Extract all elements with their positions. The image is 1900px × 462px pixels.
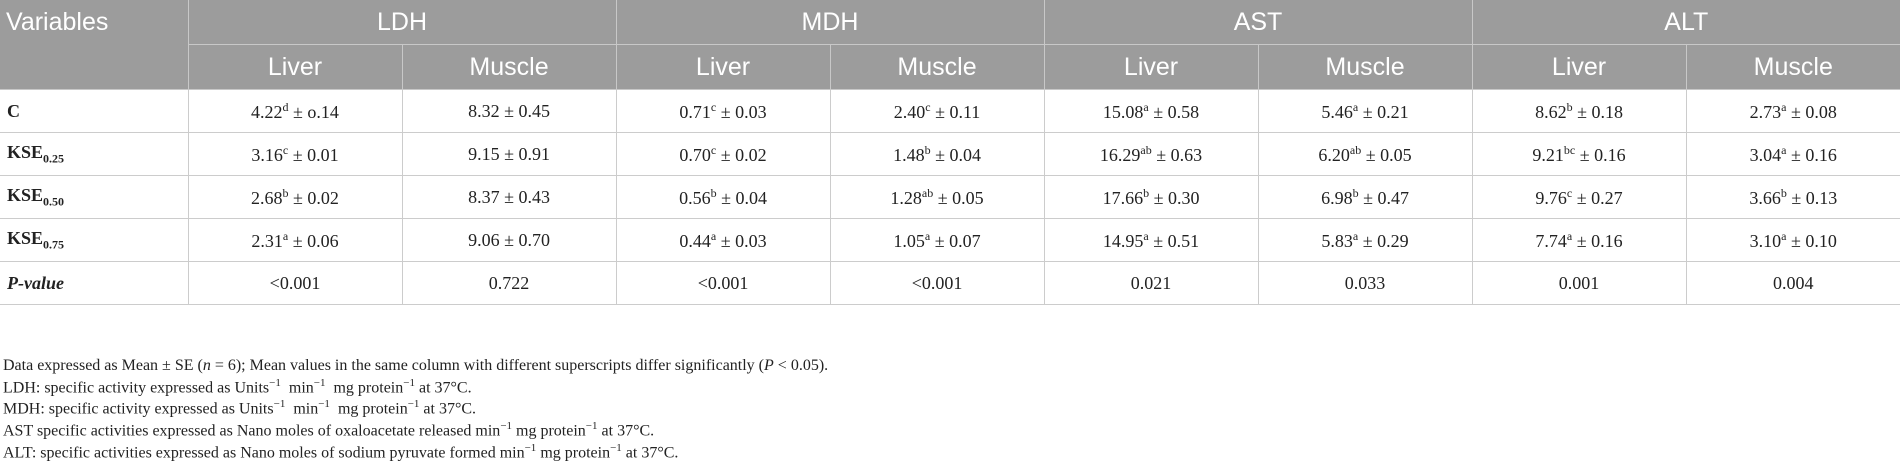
table-row: KSE0.75 2.31a ± 0.06 9.06 ± 0.70 0.44a ± 0.… <box>0 218 1900 262</box>
footnote-data-expression: Data expressed as Mean ± SE (n = 6); Mea… <box>3 357 829 374</box>
group-header-mdh: MDH <box>616 0 1045 45</box>
cell-mdh-muscle: <0.001 <box>830 261 1045 305</box>
cell-alt-muscle: 3.04a ± 0.16 <box>1686 132 1900 176</box>
cell-alt-muscle: 0.004 <box>1686 261 1900 305</box>
row-label: KSE0.75 <box>0 218 189 262</box>
cell-ast-liver: 17.66b ± 0.30 <box>1044 175 1259 219</box>
cell-mdh-muscle: 1.05a ± 0.07 <box>830 218 1045 262</box>
table-body: C 4.22d ± o.14 8.32 ± 0.45 0.71c ± 0.03 2.40… <box>0 89 1900 305</box>
cell-mdh-liver: 0.70c ± 0.02 <box>616 132 831 176</box>
cell-mdh-liver: 0.71c ± 0.03 <box>616 89 831 133</box>
subheader-ldh-muscle: Muscle <box>402 44 617 90</box>
cell-mdh-muscle: 1.28ab ± 0.05 <box>830 175 1045 219</box>
group-header-alt: ALT <box>1472 0 1900 45</box>
cell-mdh-liver: <0.001 <box>616 261 831 305</box>
footnote-ast: AST specific activities expressed as Nan… <box>3 420 655 440</box>
subheader-mdh-muscle: Muscle <box>830 44 1045 90</box>
footnote-mdh: MDH: specific activity expressed as Unit… <box>3 398 477 418</box>
cell-alt-muscle: 2.73a ± 0.08 <box>1686 89 1900 133</box>
cell-ldh-muscle: 8.37 ± 0.43 <box>402 175 617 219</box>
cell-ast-liver: 0.021 <box>1044 261 1259 305</box>
cell-ldh-muscle: 0.722 <box>402 261 617 305</box>
row-label: P-value <box>0 261 189 305</box>
subheader-ast-liver: Liver <box>1044 44 1259 90</box>
table-row: P-value <0.001 0.722 <0.001 <0.001 0.021 0.033… <box>0 261 1900 305</box>
cell-alt-liver: 7.74a ± 0.16 <box>1472 218 1687 262</box>
cell-mdh-liver: 0.44a ± 0.03 <box>616 218 831 262</box>
cell-ast-muscle: 5.83a ± 0.29 <box>1258 218 1473 262</box>
table-footnotes: Data expressed as Mean ± SE (n = 6); Mea… <box>3 357 828 462</box>
footnote-ldh: LDH: specific activity expressed as Unit… <box>3 376 472 396</box>
cell-ldh-liver: 2.31a ± 0.06 <box>188 218 403 262</box>
cell-ast-liver: 14.95a ± 0.51 <box>1044 218 1259 262</box>
row-label: C <box>0 89 189 133</box>
row-label: KSE0.50 <box>0 175 189 219</box>
cell-ldh-liver: <0.001 <box>188 261 403 305</box>
subheader-alt-liver: Liver <box>1472 44 1687 90</box>
cell-mdh-muscle: 2.40c ± 0.11 <box>830 89 1045 133</box>
cell-ldh-liver: 4.22d ± o.14 <box>188 89 403 133</box>
cell-ast-muscle: 6.98b ± 0.47 <box>1258 175 1473 219</box>
subheader-alt-muscle: Muscle <box>1686 44 1900 90</box>
subheader-ldh-liver: Liver <box>188 44 403 90</box>
cell-alt-liver: 8.62b ± 0.18 <box>1472 89 1687 133</box>
table-row: KSE0.50 2.68b ± 0.02 8.37 ± 0.43 0.56b ± 0.… <box>0 175 1900 219</box>
cell-ast-liver: 15.08a ± 0.58 <box>1044 89 1259 133</box>
cell-ldh-muscle: 9.15 ± 0.91 <box>402 132 617 176</box>
cell-ast-muscle: 6.20ab ± 0.05 <box>1258 132 1473 176</box>
cell-ast-liver: 16.29ab ± 0.63 <box>1044 132 1259 176</box>
header-row-tissues: Liver Muscle Liver Muscle Liver Muscle L… <box>0 44 1900 90</box>
group-header-ast: AST <box>1044 0 1473 45</box>
cell-ldh-muscle: 9.06 ± 0.70 <box>402 218 617 262</box>
enzyme-activity-table: Variables LDH MDH AST ALT Liver Muscle L… <box>0 0 1900 305</box>
cell-mdh-liver: 0.56b ± 0.04 <box>616 175 831 219</box>
cell-ldh-muscle: 8.32 ± 0.45 <box>402 89 617 133</box>
footnote-alt: ALT: specific activities expressed as Na… <box>3 441 679 462</box>
cell-ldh-liver: 2.68b ± 0.02 <box>188 175 403 219</box>
cell-alt-muscle: 3.66b ± 0.13 <box>1686 175 1900 219</box>
subheader-ast-muscle: Muscle <box>1258 44 1473 90</box>
table-row: C 4.22d ± o.14 8.32 ± 0.45 0.71c ± 0.03 2.40… <box>0 89 1900 133</box>
group-header-ldh: LDH <box>188 0 617 45</box>
cell-ast-muscle: 5.46a ± 0.21 <box>1258 89 1473 133</box>
cell-ldh-liver: 3.16c ± 0.01 <box>188 132 403 176</box>
cell-mdh-muscle: 1.48b ± 0.04 <box>830 132 1045 176</box>
cell-alt-liver: 9.76c ± 0.27 <box>1472 175 1687 219</box>
cell-alt-muscle: 3.10a ± 0.10 <box>1686 218 1900 262</box>
cell-alt-liver: 0.001 <box>1472 261 1687 305</box>
cell-ast-muscle: 0.033 <box>1258 261 1473 305</box>
subheader-mdh-liver: Liver <box>616 44 831 90</box>
variables-header: Variables <box>0 0 189 90</box>
table-row: KSE0.25 3.16c ± 0.01 9.15 ± 0.91 0.70c ± 0.… <box>0 132 1900 176</box>
header-row-groups: Variables LDH MDH AST ALT <box>0 0 1900 90</box>
cell-alt-liver: 9.21bc ± 0.16 <box>1472 132 1687 176</box>
row-label: KSE0.25 <box>0 132 189 176</box>
